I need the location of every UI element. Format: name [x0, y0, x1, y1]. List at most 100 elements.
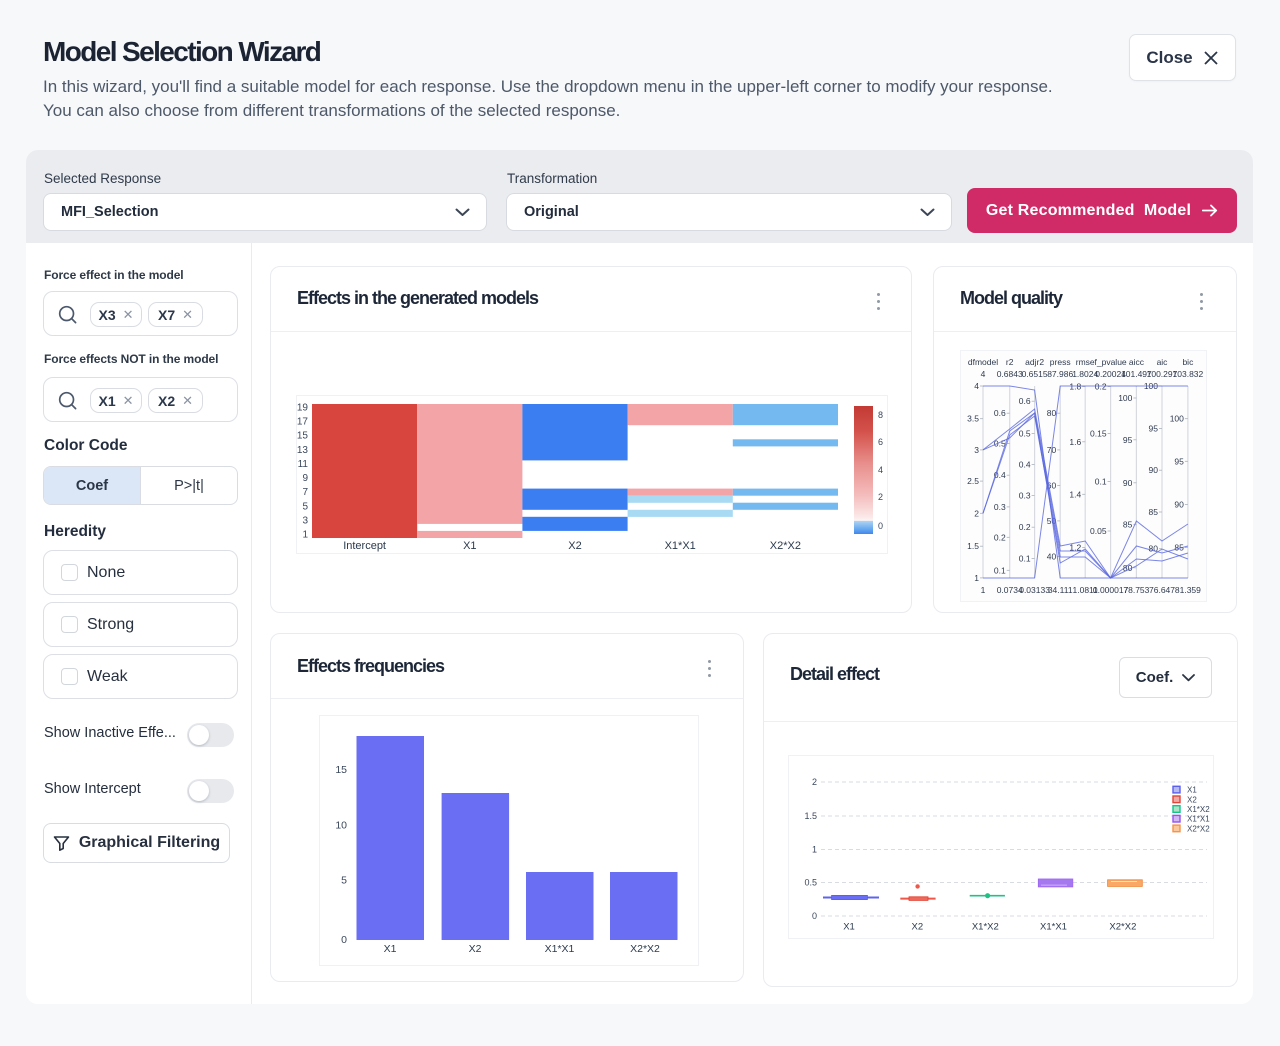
svg-text:0.2: 0.2: [1019, 522, 1031, 532]
svg-text:100: 100: [1170, 414, 1184, 424]
svg-text:dfmodel: dfmodel: [968, 357, 998, 367]
svg-text:1.5: 1.5: [804, 811, 817, 821]
svg-text:0: 0: [812, 911, 817, 921]
svg-text:0.5: 0.5: [804, 878, 817, 888]
svg-text:0.4: 0.4: [1019, 460, 1031, 470]
svg-text:9: 9: [302, 473, 308, 484]
svg-text:press: press: [1050, 357, 1071, 367]
svg-text:76.647: 76.647: [1149, 585, 1175, 595]
svg-text:19: 19: [297, 403, 309, 414]
svg-text:X1: X1: [1187, 786, 1197, 795]
svg-text:bic: bic: [1182, 357, 1194, 367]
svg-text:90: 90: [1174, 499, 1184, 509]
svg-text:87.986: 87.986: [1047, 369, 1073, 379]
svg-text:0.5: 0.5: [994, 439, 1006, 449]
svg-text:X1: X1: [843, 922, 855, 933]
svg-text:80: 80: [1149, 544, 1159, 554]
svg-text:3: 3: [302, 515, 308, 526]
svg-text:4: 4: [878, 465, 883, 475]
svg-text:103.832: 103.832: [1173, 369, 1204, 379]
svg-text:0.20024: 0.20024: [1095, 369, 1126, 379]
svg-text:34.111: 34.111: [1048, 585, 1073, 595]
svg-text:4: 4: [974, 381, 979, 391]
svg-text:0.6: 0.6: [1019, 396, 1031, 406]
svg-text:r2: r2: [1006, 357, 1014, 367]
svg-text:85: 85: [1123, 520, 1133, 530]
svg-text:101.497: 101.497: [1121, 369, 1152, 379]
svg-text:4: 4: [981, 369, 986, 379]
svg-text:80: 80: [1047, 408, 1057, 418]
svg-text:1.6: 1.6: [1069, 437, 1081, 447]
svg-text:2: 2: [878, 492, 883, 502]
svg-text:1: 1: [812, 845, 817, 855]
svg-text:X2: X2: [1187, 795, 1197, 804]
svg-text:100: 100: [1118, 393, 1132, 403]
svg-text:X2: X2: [911, 922, 923, 933]
svg-text:6: 6: [878, 437, 883, 447]
svg-text:2.5: 2.5: [967, 476, 979, 486]
svg-text:5: 5: [341, 875, 347, 887]
svg-text:X2: X2: [568, 540, 581, 552]
svg-text:0: 0: [341, 934, 347, 946]
svg-text:0.000017: 0.000017: [1093, 585, 1129, 595]
svg-text:aicc: aicc: [1129, 357, 1145, 367]
svg-text:0: 0: [878, 521, 883, 531]
svg-text:1.8024: 1.8024: [1072, 369, 1098, 379]
svg-text:81.359: 81.359: [1175, 585, 1201, 595]
svg-text:X1*X2: X1*X2: [972, 922, 999, 933]
svg-text:X1*X1: X1*X1: [665, 540, 696, 552]
svg-text:90: 90: [1123, 478, 1133, 488]
svg-text:7: 7: [302, 487, 308, 498]
svg-text:0.2: 0.2: [994, 532, 1006, 542]
svg-text:0.3: 0.3: [1019, 491, 1031, 501]
svg-text:f_pvalue: f_pvalue: [1095, 357, 1127, 367]
svg-text:1: 1: [974, 573, 979, 583]
svg-text:adjr2: adjr2: [1025, 357, 1044, 367]
svg-text:60: 60: [1047, 480, 1057, 490]
svg-text:0.3: 0.3: [994, 502, 1006, 512]
svg-text:aic: aic: [1157, 357, 1169, 367]
svg-text:0.6843: 0.6843: [997, 369, 1023, 379]
svg-text:1: 1: [302, 530, 308, 541]
svg-text:X2*X2: X2*X2: [1187, 824, 1210, 833]
svg-text:11: 11: [298, 459, 309, 470]
svg-text:X2: X2: [469, 943, 482, 955]
svg-text:2: 2: [974, 508, 979, 518]
svg-text:X1*X2: X1*X2: [1187, 805, 1210, 814]
svg-text:95: 95: [1149, 423, 1159, 433]
svg-text:95: 95: [1174, 456, 1184, 466]
svg-text:X1*X1: X1*X1: [1040, 922, 1067, 933]
svg-text:78.753: 78.753: [1123, 585, 1149, 595]
svg-text:40: 40: [1047, 551, 1057, 561]
svg-text:90: 90: [1149, 465, 1159, 475]
svg-text:X1: X1: [384, 943, 397, 955]
svg-text:rmse: rmse: [1076, 357, 1095, 367]
svg-text:15: 15: [335, 764, 347, 776]
svg-text:0.5: 0.5: [1019, 428, 1031, 438]
svg-text:2: 2: [812, 777, 817, 787]
svg-text:0.03133: 0.03133: [1019, 585, 1050, 595]
svg-text:Intercept: Intercept: [343, 540, 386, 552]
svg-text:8: 8: [878, 410, 883, 420]
svg-text:X1*X1: X1*X1: [545, 943, 575, 955]
svg-text:X1: X1: [463, 540, 476, 552]
svg-text:0.6: 0.6: [994, 408, 1006, 418]
svg-text:X2*X2: X2*X2: [770, 540, 801, 552]
svg-text:0.1: 0.1: [1095, 477, 1107, 487]
svg-text:X2*X2: X2*X2: [1109, 922, 1136, 933]
svg-text:X2*X2: X2*X2: [630, 943, 660, 955]
svg-text:1.2: 1.2: [1069, 543, 1081, 553]
svg-text:100.297: 100.297: [1147, 369, 1178, 379]
svg-text:0.4: 0.4: [994, 470, 1006, 480]
svg-text:0.6515: 0.6515: [1022, 369, 1048, 379]
svg-text:5: 5: [302, 501, 308, 512]
svg-text:3.5: 3.5: [967, 414, 979, 424]
svg-text:10: 10: [335, 820, 347, 832]
svg-text:0.05: 0.05: [1090, 526, 1107, 536]
svg-text:0.15: 0.15: [1090, 428, 1107, 438]
svg-text:1.4: 1.4: [1069, 489, 1081, 499]
svg-text:X1*X1: X1*X1: [1187, 815, 1210, 824]
svg-text:17: 17: [297, 417, 309, 428]
svg-text:85: 85: [1149, 507, 1159, 517]
svg-text:1.5: 1.5: [967, 541, 979, 551]
